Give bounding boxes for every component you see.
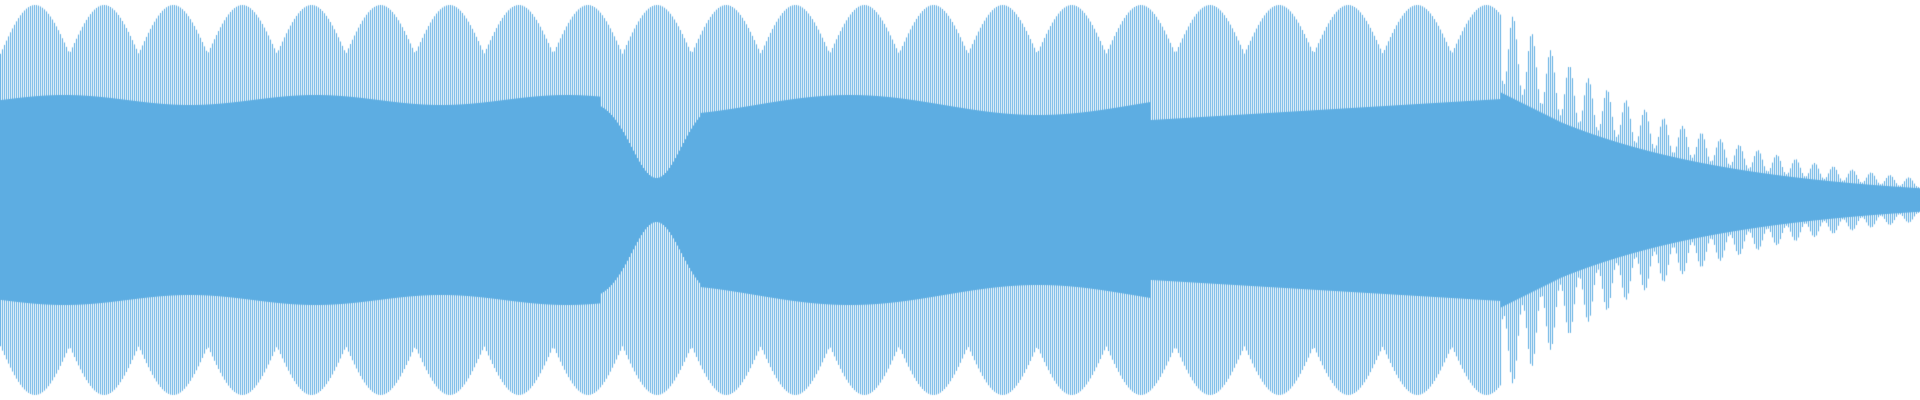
- waveform-view[interactable]: [0, 0, 1920, 400]
- audio-waveform[interactable]: [0, 0, 1920, 400]
